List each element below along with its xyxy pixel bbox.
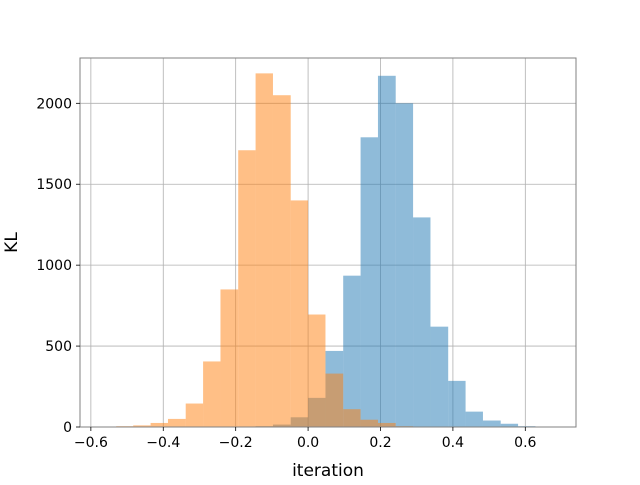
histogram-bar [377,75,396,427]
histogram-bar [185,403,204,427]
x-axis-title: iteration [292,461,364,480]
x-tick-label: −0.2 [219,435,253,451]
x-tick-label: −0.4 [146,435,180,451]
histogram-bar [430,326,449,427]
histogram-bar [500,423,519,427]
histogram-bar [308,314,326,427]
y-axis-title: KL [2,232,22,253]
histogram-bar [413,217,431,427]
histogram-bar [465,411,483,427]
histogram-bar [203,361,221,427]
plot-frame [79,57,577,428]
histogram-bar [290,200,309,427]
histogram-bar [325,373,344,427]
y-tick-label: 500 [45,339,72,355]
histogram-bar [377,422,396,427]
x-tick-label: 0.6 [514,435,536,451]
histogram-bar [395,103,414,427]
y-tick-label: 0 [63,420,72,436]
histogram-series-2 [116,73,414,427]
histogram-bar [343,409,361,427]
x-tick-label: 0.2 [369,435,391,451]
y-tick-label: 2000 [36,96,72,112]
histogram-bar [150,422,168,427]
y-tick-label: 1000 [36,258,72,274]
histogram-bar [272,95,291,427]
bars-layer [116,73,536,428]
histogram-bar [343,275,361,427]
y-tick-label: 1500 [36,177,72,193]
histogram-bar [360,419,378,427]
histogram-bar [255,73,273,427]
ticks-layer: −0.6 −0.4 −0.2 0.0 0.2 0.4 0.6 0 500 1000 1500 2000 [36,96,536,451]
histogram-bar [238,150,256,427]
x-tick-label: 0.0 [297,435,319,451]
histogram-bar [448,380,466,427]
histogram-bar [220,289,239,427]
x-tick-label: 0.4 [442,435,464,451]
histogram-bar [167,418,186,427]
histogram-bar [360,137,378,428]
histogram-bar [482,420,501,427]
histogram-series-1 [255,75,536,428]
x-tick-label: −0.6 [74,435,108,451]
histogram-bar [133,425,151,427]
